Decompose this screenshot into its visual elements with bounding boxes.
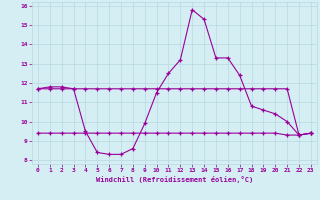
X-axis label: Windchill (Refroidissement éolien,°C): Windchill (Refroidissement éolien,°C) bbox=[96, 176, 253, 183]
